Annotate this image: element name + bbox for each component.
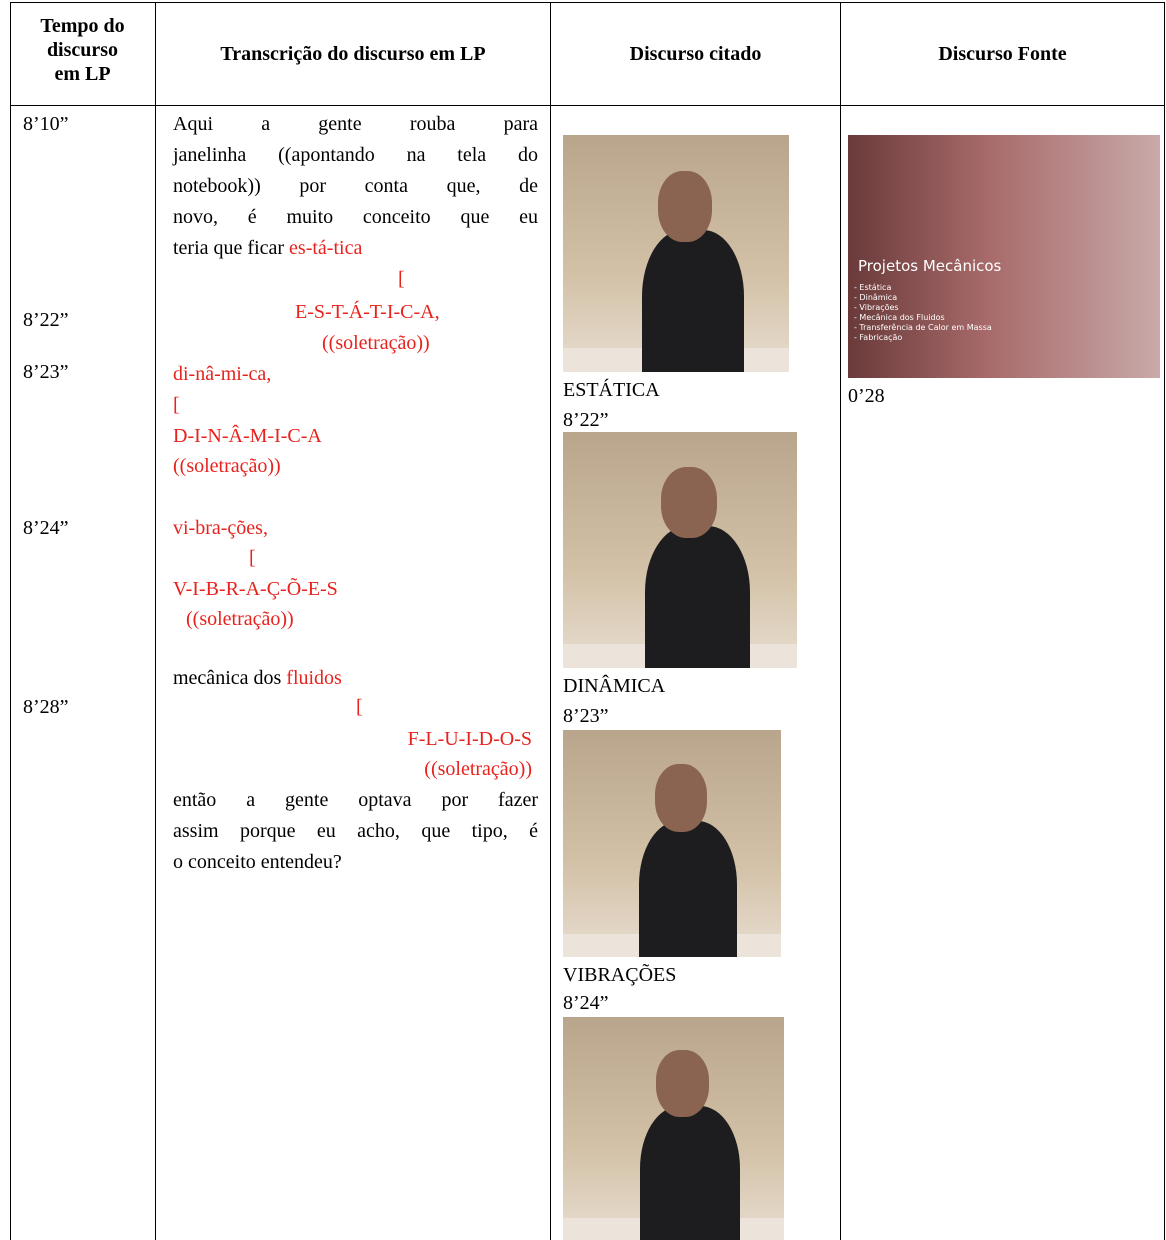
frame-item: - Mecânica dos Fluidos — [854, 313, 945, 322]
transcript-line: mecânica dos fluidos — [173, 666, 342, 690]
overlap-mark: [ — [398, 268, 405, 290]
header-cell: Discurso citado — [629, 43, 762, 65]
table-border — [840, 2, 841, 1240]
frame-item: - Fabricação — [854, 333, 903, 342]
transcript-line: Aqui a gente rouba para — [173, 113, 538, 135]
cited-time: 8’22” — [563, 409, 609, 431]
frame-item: - Transferência de Calor em Massa — [854, 323, 992, 332]
header-cell: Tempo do discurso em LP — [40, 15, 125, 85]
table-border — [10, 2, 11, 1240]
annotation: ((soletração)) — [186, 608, 294, 630]
cited-time: 8’24” — [563, 992, 609, 1014]
table-border — [1164, 2, 1165, 1240]
time: 8’28” — [23, 696, 69, 718]
transcript-line: o conceito entendeu? — [173, 851, 342, 873]
transcript-line: novo, é muito conceito que eu — [173, 206, 538, 228]
header-cell: Discurso Fonte — [938, 43, 1067, 65]
cited-label: ESTÁTICA — [563, 379, 660, 401]
source-time: 0’28 — [848, 385, 885, 407]
annotation: ((soletração)) — [424, 758, 532, 780]
cited-label: VIBRAÇÕES — [563, 964, 677, 986]
transcript-text: mecânica dos — [173, 667, 282, 689]
time: 8’24” — [23, 517, 69, 539]
overlap-mark: [ — [173, 394, 180, 416]
transcript-line: janelinha ((apontando na tela do — [173, 144, 538, 166]
video-frame: Projetos Mecânicos - Estática - Dinâmica… — [848, 135, 1160, 378]
spelling: F-L-U-I-D-O-S — [407, 728, 532, 750]
transcript-line: assim porque eu acho, que tipo, é — [173, 820, 538, 842]
annotation: ((soletração)) — [322, 332, 430, 354]
transcript-text: teria que ficar — [173, 237, 285, 259]
transcript-line: di-nâ-mi-ca, — [173, 363, 272, 385]
photo — [563, 1017, 784, 1240]
cited-label: DINÂMICA — [563, 675, 666, 697]
transcript-line: notebook)) por conta que, de — [173, 175, 538, 197]
annotation: ((soletração)) — [173, 455, 281, 477]
frame-item: - Estática — [854, 283, 892, 292]
table-border — [550, 2, 551, 1240]
time: 8’10” — [23, 113, 69, 135]
transcript-line: vi-bra-ções, — [173, 517, 268, 539]
spelling: D-I-N-Â-M-I-C-A — [173, 425, 322, 447]
transcript-highlight: fluidos — [286, 667, 342, 689]
overlap-mark: [ — [356, 696, 363, 718]
time: 8’23” — [23, 361, 69, 383]
time: 8’22” — [23, 309, 69, 331]
frame-item: - Vibrações — [854, 303, 899, 312]
transcript-highlight: es-tá-tica — [289, 237, 363, 259]
spelling: V-I-B-R-A-Ç-Õ-E-S — [173, 578, 338, 600]
frame-item: - Dinâmica — [854, 293, 898, 302]
photo — [563, 135, 789, 372]
transcript-line: teria que ficar es-tá-tica — [173, 236, 362, 260]
cited-time: 8’23” — [563, 705, 609, 727]
table-border — [10, 2, 1164, 3]
photo — [563, 730, 781, 957]
photo — [563, 432, 797, 668]
table-border — [10, 105, 1164, 106]
header-cell: Transcrição do discurso em LP — [220, 43, 486, 65]
transcript-line: então a gente optava por fazer — [173, 789, 538, 811]
frame-title: Projetos Mecânicos — [858, 257, 1002, 275]
overlap-mark: [ — [249, 547, 256, 569]
spelling: E-S-T-Á-T-I-C-A, — [295, 301, 440, 323]
table-border — [155, 2, 156, 1240]
